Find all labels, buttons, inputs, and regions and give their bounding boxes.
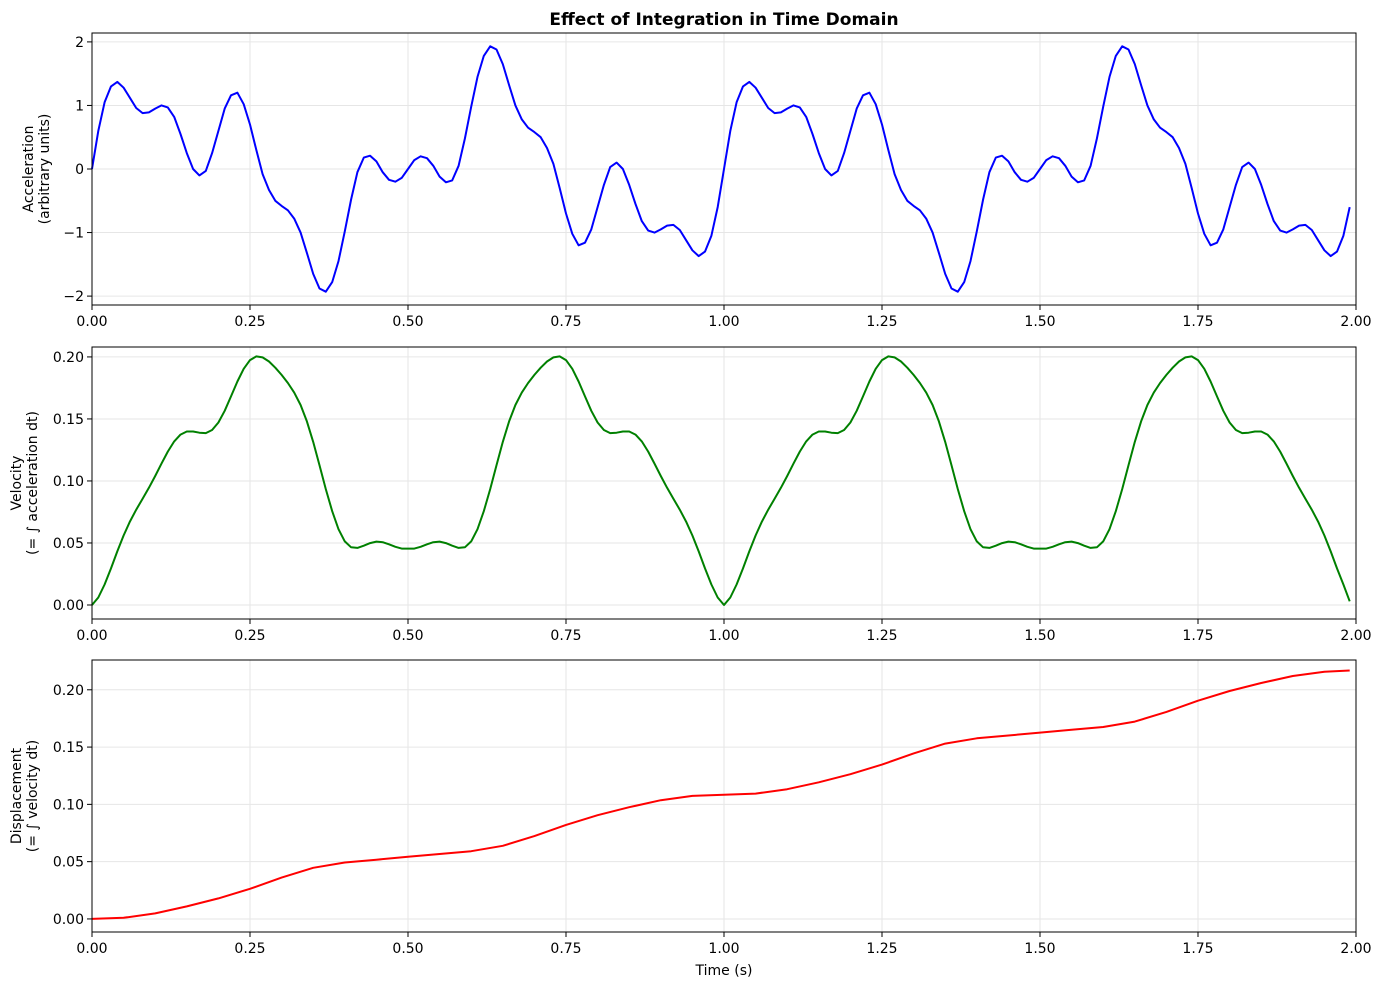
- y-axis-label-line: (= ∫ acceleration dt): [25, 411, 41, 555]
- y-tick-label: 0.10: [53, 474, 84, 490]
- y-axis-label: Displacement(= ∫ velocity dt): [9, 740, 41, 852]
- y-axis-label-line: (arbitrary units): [37, 114, 53, 225]
- x-tick-label: 1.00: [708, 628, 739, 644]
- x-tick-label: 0.50: [392, 941, 423, 957]
- y-tick-label: 0.15: [53, 412, 84, 428]
- y-tick-label: 0.15: [53, 740, 84, 756]
- x-tick-label: 0.75: [550, 628, 581, 644]
- y-tick-label: 0.00: [53, 912, 84, 928]
- y-tick-label: −1: [63, 226, 84, 242]
- y-tick-label: 0.20: [53, 683, 84, 699]
- y-axis-label: Acceleration(arbitrary units): [21, 114, 53, 225]
- y-tick-label: −2: [63, 289, 84, 305]
- x-tick-label: 1.75: [1182, 941, 1213, 957]
- x-tick-label: 0.00: [76, 314, 107, 330]
- x-tick-label: 0.50: [392, 628, 423, 644]
- x-tick-label: 1.25: [866, 941, 897, 957]
- velocity-line: [91, 355, 1351, 606]
- y-axis-label: Velocity(= ∫ acceleration dt): [9, 411, 41, 555]
- x-axis-label: Time (s): [695, 963, 753, 979]
- x-tick-label: 0.75: [550, 314, 581, 330]
- x-tick-label: 0.00: [76, 941, 107, 957]
- y-tick-label: 1: [75, 98, 84, 114]
- y-axis-label-line: Displacement: [9, 747, 25, 844]
- x-tick-label: 1.25: [866, 628, 897, 644]
- x-tick-label: 1.75: [1182, 628, 1213, 644]
- x-tick-label: 0.00: [76, 628, 107, 644]
- y-tick-label: 0.05: [53, 855, 84, 871]
- y-tick-label: 0.20: [53, 350, 84, 366]
- axes-3: 0.00 0.25 0.50 0.75 1.00 1.25 1.50 1.75 2.00 0.00…: [9, 659, 1372, 979]
- acceleration-line: [91, 45, 1351, 293]
- x-tick-label: 0.75: [550, 941, 581, 957]
- y-tick-label: 0.05: [53, 536, 84, 552]
- x-tick-label: 1.50: [1024, 941, 1055, 957]
- y-axis-label-line: (= ∫ velocity dt): [25, 740, 41, 852]
- x-tick-label: 2.00: [1340, 314, 1371, 330]
- y-tick-label: 2: [75, 35, 84, 51]
- x-tick-label: 1.25: [866, 314, 897, 330]
- x-tick-label: 0.25: [234, 628, 265, 644]
- x-tick-label: 0.25: [234, 941, 265, 957]
- x-tick-label: 0.50: [392, 314, 423, 330]
- x-tick-label: 2.00: [1340, 941, 1371, 957]
- y-axis-label-line: Acceleration: [21, 126, 37, 213]
- x-tick-label: 1.50: [1024, 314, 1055, 330]
- axes-1: 0.00 0.25 0.50 0.75 1.00 1.25 1.50 1.75 2.00 −2 −1…: [21, 32, 1372, 330]
- y-axis-label-line: Velocity: [9, 456, 25, 511]
- chart-title: Effect of Integration in Time Domain: [549, 10, 898, 30]
- y-tick-label: 0.10: [53, 797, 84, 813]
- x-tick-label: 0.25: [234, 314, 265, 330]
- axes-2: 0.00 0.25 0.50 0.75 1.00 1.25 1.50 1.75 2.00 0.00…: [9, 346, 1372, 644]
- x-tick-label: 1.00: [708, 314, 739, 330]
- displacement-line: [91, 669, 1350, 920]
- axes-frame: [91, 32, 1357, 306]
- x-tick-label: 1.50: [1024, 628, 1055, 644]
- x-tick-label: 1.75: [1182, 314, 1213, 330]
- y-tick-label: 0.00: [53, 598, 84, 614]
- y-tick-label: 0: [75, 162, 84, 178]
- x-tick-label: 2.00: [1340, 628, 1371, 644]
- axes-frame: [91, 659, 1357, 933]
- axes-frame: [91, 346, 1357, 620]
- x-tick-label: 1.00: [708, 941, 739, 957]
